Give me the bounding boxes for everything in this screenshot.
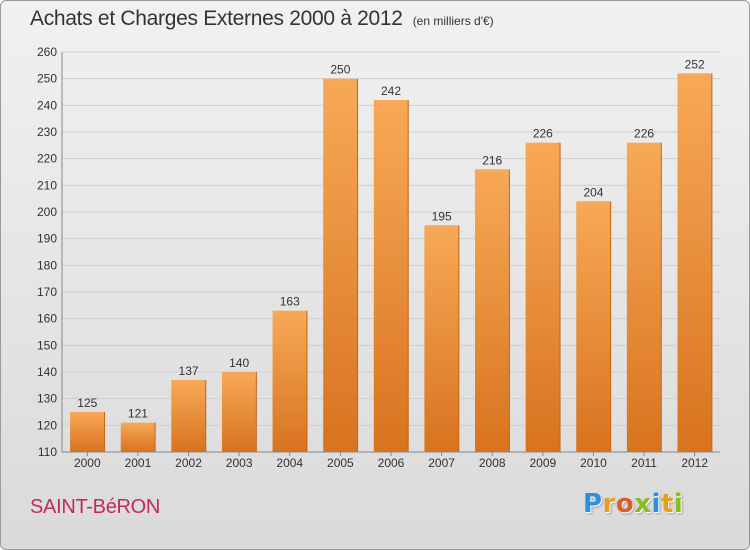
data-label: 216	[482, 153, 502, 167]
y-tick-label: 250	[37, 72, 57, 86]
data-label: 252	[685, 57, 705, 71]
y-tick-label: 260	[37, 45, 57, 59]
logo-letter: x	[634, 489, 652, 519]
bar-2003	[221, 372, 257, 452]
bar-2000	[70, 412, 105, 452]
x-tick-label: 2009	[529, 456, 556, 470]
data-label: 226	[634, 127, 654, 141]
y-tick-label: 220	[37, 152, 57, 166]
bar-2001	[120, 422, 156, 452]
data-label: 137	[179, 364, 199, 378]
x-tick-label: 2005	[327, 456, 354, 470]
y-tick-label: 190	[37, 232, 57, 246]
chart-title-text: Achats et Charges Externes 2000 à 2012	[30, 7, 403, 30]
logo-letter: r	[602, 489, 616, 519]
chart-title: Achats et Charges Externes 2000 à 2012 (e…	[30, 7, 494, 31]
logo-letter: o	[615, 489, 635, 519]
x-tick-label: 2001	[125, 456, 152, 470]
x-tick-label: 2004	[276, 456, 303, 470]
proxiti-logo: Proxiti	[583, 489, 683, 519]
bar-2006	[373, 100, 409, 452]
logo-letter: i	[673, 489, 684, 519]
bar-2002	[171, 380, 206, 452]
data-label: 242	[381, 84, 401, 98]
axes: 110 120 130 140 150 160 170 180 190 200 210 220 230 2…	[37, 45, 720, 470]
x-tick-label: 2007	[428, 456, 455, 470]
bar-2008	[475, 169, 510, 453]
y-tick-label: 140	[37, 365, 57, 379]
data-label: 140	[229, 356, 249, 370]
commune-name: SAINT-BéRON	[30, 496, 161, 518]
x-tick-label: 2012	[681, 456, 708, 470]
logo-letter: t	[660, 489, 674, 519]
bar-2005	[323, 78, 358, 453]
x-tick-label: 2000	[74, 456, 101, 470]
bar-2009	[525, 142, 561, 452]
x-tick-label: 2008	[479, 456, 506, 470]
data-label: 125	[77, 396, 97, 410]
data-label: 163	[280, 295, 300, 309]
y-tick-label: 170	[37, 285, 57, 299]
x-tick-label: 2010	[580, 456, 607, 470]
y-tick-label: 230	[37, 125, 57, 139]
data-label: 121	[128, 407, 148, 421]
data-label: 195	[432, 209, 452, 223]
bars	[70, 73, 713, 453]
logo-letter: i	[651, 489, 661, 519]
data-label: 226	[533, 127, 553, 141]
y-tick-label: 160	[37, 312, 57, 326]
data-label: 204	[583, 185, 603, 199]
y-tick-label: 240	[37, 98, 57, 112]
bar-2007	[424, 225, 459, 452]
logo-letter: P	[583, 489, 603, 519]
x-tick-label: 2003	[226, 456, 253, 470]
y-tick-label: 150	[37, 338, 57, 352]
bar-2010	[576, 201, 611, 452]
unit-note: (en milliers d'€)	[412, 14, 494, 28]
y-tick-label: 210	[37, 178, 57, 192]
x-tick-label: 2011	[631, 456, 657, 470]
y-tick-label: 180	[37, 258, 57, 272]
bar-2012	[677, 73, 712, 452]
x-tick-label: 2002	[175, 456, 202, 470]
y-tick-label: 120	[37, 418, 57, 432]
y-tick-label: 130	[37, 392, 57, 406]
y-tick-label: 110	[38, 445, 57, 459]
x-tick-label: 2006	[378, 456, 405, 470]
bar-2004	[272, 310, 307, 452]
bar-2011	[626, 142, 662, 452]
y-tick-label: 200	[37, 205, 57, 219]
data-label: 250	[330, 63, 350, 77]
